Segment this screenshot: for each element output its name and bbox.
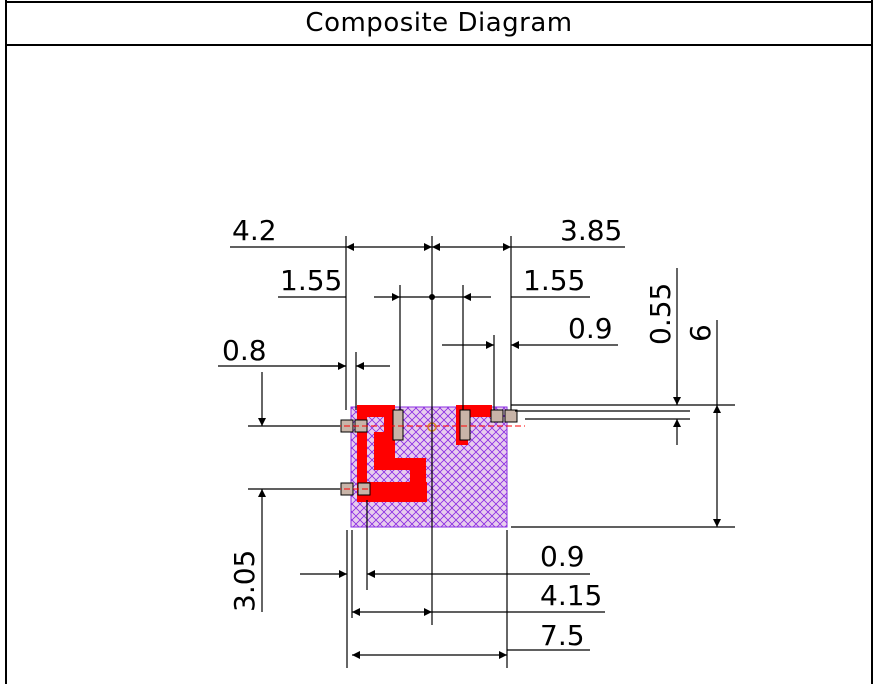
dim-0-55: 0.55 bbox=[644, 283, 677, 345]
dim-0-8: 0.8 bbox=[222, 334, 267, 367]
pads bbox=[340, 409, 518, 496]
dim-0-9-bottom: 0.9 bbox=[540, 540, 585, 573]
dim-1-55-right: 1.55 bbox=[523, 264, 585, 297]
dimension-labels: 4.2 3.85 1.55 1.55 0.9 0.8 0.55 6 3.05 0… bbox=[222, 214, 717, 652]
dim-4-2: 4.2 bbox=[232, 214, 277, 247]
title-bar: Composite Diagram bbox=[6, 2, 872, 46]
dim-7-5: 7.5 bbox=[540, 619, 585, 652]
dimension-lines bbox=[218, 236, 735, 668]
dim-0-9-top: 0.9 bbox=[568, 312, 613, 345]
page-title: Composite Diagram bbox=[305, 8, 573, 38]
reference-dot bbox=[429, 294, 435, 300]
dim-3-85: 3.85 bbox=[560, 214, 622, 247]
dim-3-05: 3.05 bbox=[228, 550, 261, 612]
dim-4-15: 4.15 bbox=[540, 579, 602, 612]
dim-6: 6 bbox=[684, 324, 717, 342]
dim-1-55-left: 1.55 bbox=[280, 264, 342, 297]
